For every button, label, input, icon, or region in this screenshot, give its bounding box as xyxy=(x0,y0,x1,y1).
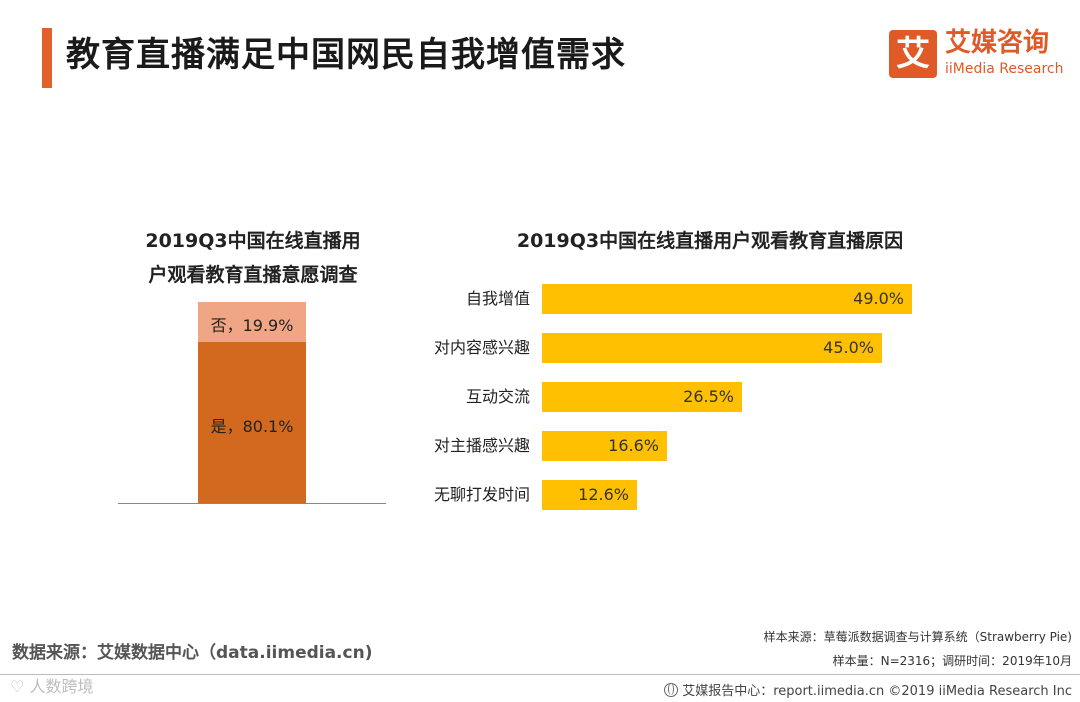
report-center-text: 艾媒报告中心：report.iimedia.cn ©2019 iiMedia R… xyxy=(682,684,1072,699)
reason-category-label: 自我增值 xyxy=(465,289,530,308)
reason-value-label: 26.5% xyxy=(683,387,734,406)
logo-mark: 艾 xyxy=(889,30,937,78)
reasons-chart-title: 2019Q3中国在线直播用户观看教育直播原因 xyxy=(516,230,904,252)
watermark-icon: ♡ xyxy=(10,677,30,696)
report-center: 艾媒报告中心：report.iimedia.cn ©2019 iiMedia R… xyxy=(664,680,1072,699)
reason-value-label: 16.6% xyxy=(608,436,659,455)
logo-name-en: iiMedia Research xyxy=(945,61,1064,77)
reason-bar: 16.6% xyxy=(542,431,667,461)
watermark: ♡ 人数跨境 xyxy=(10,676,93,698)
iimedia-logo: 艾 艾媒咨询 iiMedia Research xyxy=(889,28,1069,82)
stack-segment-label: 否，19.9% xyxy=(210,316,294,335)
reason-row: 对主播感兴趣 16.6% xyxy=(410,431,1050,461)
willingness-title-line-2: 户观看教育直播意愿调查 xyxy=(148,264,358,286)
sample-size: 样本量：N=2316；调研时间：2019年10月 xyxy=(832,654,1072,668)
willingness-title-line-1: 2019Q3中国在线直播用 xyxy=(145,230,361,252)
globe-icon xyxy=(664,683,679,697)
chart-baseline xyxy=(118,503,386,504)
reason-row: 无聊打发时间 12.6% xyxy=(410,480,1050,510)
reason-bar: 45.0% xyxy=(542,333,882,363)
reason-category-label: 互动交流 xyxy=(465,387,530,406)
logo-name-cn: 艾媒咨询 xyxy=(945,28,1050,58)
watermark-text: 人数跨境 xyxy=(29,677,94,696)
reason-value-label: 49.0% xyxy=(853,289,904,308)
reason-bar: 49.0% xyxy=(542,284,912,314)
reason-row: 互动交流 26.5% xyxy=(410,382,1050,412)
willingness-chart-title: 2019Q3中国在线直播用 户观看教育直播意愿调查 xyxy=(118,224,388,292)
reason-category-label: 对内容感兴趣 xyxy=(433,338,530,357)
stack-segment-no: 否，19.9% xyxy=(198,302,306,342)
reason-row: 自我增值 49.0% xyxy=(410,284,1050,314)
reason-category-label: 无聊打发时间 xyxy=(433,485,530,504)
sample-source: 样本来源：草莓派数据调查与计算系统（Strawberry Pie) xyxy=(763,630,1072,644)
stack-segment-yes: 是，80.1% xyxy=(198,342,306,503)
willingness-stacked-bar-chart: 是，80.1% 否，19.9% xyxy=(118,302,386,504)
reason-row: 对内容感兴趣 45.0% xyxy=(410,333,1050,363)
title-accent-bar xyxy=(42,28,52,88)
reason-category-label: 对主播感兴趣 xyxy=(433,436,530,455)
reason-value-label: 12.6% xyxy=(578,485,629,504)
data-source: 数据来源：艾媒数据中心（data.iimedia.cn) xyxy=(12,643,373,663)
stack-segment-label: 是，80.1% xyxy=(210,416,294,436)
footer-divider xyxy=(0,674,1080,675)
page-title: 教育直播满足中国网民自我增值需求 xyxy=(66,35,626,75)
reason-bar: 26.5% xyxy=(542,382,742,412)
reason-bar: 12.6% xyxy=(542,480,637,510)
reason-value-label: 45.0% xyxy=(823,338,874,357)
